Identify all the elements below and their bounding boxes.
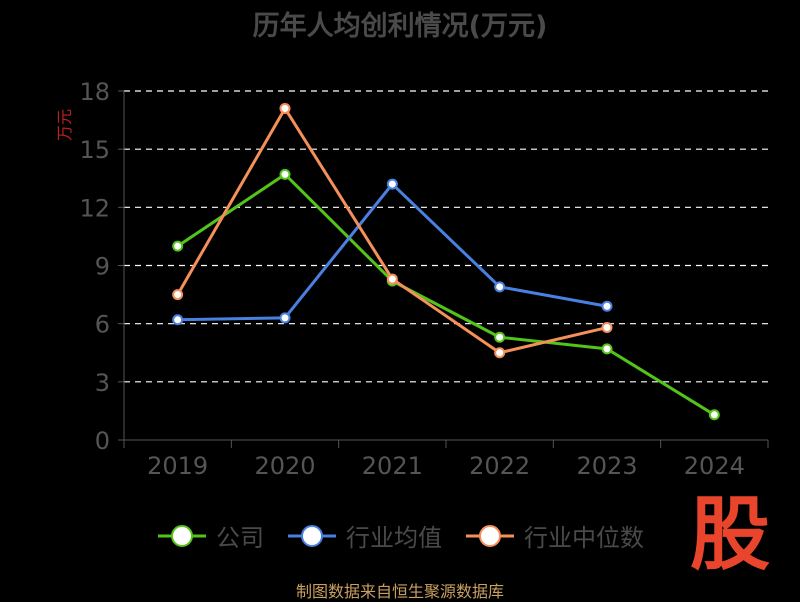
data-point: [494, 281, 506, 293]
y-tick-label: 12: [79, 194, 110, 222]
data-point: [601, 343, 613, 355]
data-point: [279, 102, 291, 114]
chart-title: 历年人均创利情况(万元): [252, 11, 548, 42]
x-tick-label: 2020: [254, 452, 315, 480]
y-tick-label: 15: [79, 136, 110, 164]
legend-marker-icon: [158, 524, 206, 547]
y-tick-label: 3: [95, 369, 110, 397]
legend-label: 公司: [216, 524, 264, 552]
data-point: [601, 322, 613, 334]
series-line-行业中位数: [176, 106, 608, 355]
series-line-公司: [176, 172, 716, 417]
data-point: [708, 409, 720, 421]
data-point: [494, 347, 506, 359]
y-tick-label: 18: [79, 78, 110, 106]
y-tick-label: 0: [95, 427, 110, 455]
brand-logo: 股: [690, 487, 770, 581]
data-point: [386, 273, 398, 285]
y-axis-label: 万元: [55, 109, 74, 141]
y-tick-label: 9: [95, 253, 110, 281]
series-lines: [172, 102, 720, 421]
legend-label: 行业均值: [346, 524, 442, 552]
legend-item[interactable]: 公司: [156, 518, 264, 553]
data-point: [279, 168, 291, 180]
data-point: [494, 331, 506, 343]
legend: 公司 行业均值 行业中位数: [0, 518, 800, 553]
data-point: [601, 300, 613, 312]
x-tick-label: 2019: [147, 452, 208, 480]
legend-dot: [479, 524, 501, 547]
legend-dot: [171, 524, 193, 547]
data-point: [172, 289, 184, 301]
data-point: [279, 312, 291, 324]
legend-item[interactable]: 行业均值: [286, 518, 442, 553]
x-tick-label: 2023: [576, 452, 637, 480]
legend-marker-icon: [466, 524, 514, 547]
data-point: [172, 314, 184, 326]
data-point: [172, 240, 184, 252]
legend-label: 行业中位数: [524, 524, 644, 552]
x-tick-label: 2022: [469, 452, 530, 480]
data-point: [386, 178, 398, 190]
y-tick-label: 6: [95, 311, 110, 339]
legend-marker-icon: [288, 524, 336, 547]
x-tick-label: 2024: [684, 452, 745, 480]
data-source-note: 制图数据来自恒生聚源数据库: [295, 582, 504, 601]
grid-lines: [124, 90, 768, 383]
legend-item[interactable]: 行业中位数: [464, 518, 644, 553]
legend-dot: [301, 524, 323, 547]
x-tick-label: 2021: [362, 452, 423, 480]
axes: 0 3 6 9 12 15 18 2019 2020 2021 2022 2023 2024: [79, 78, 769, 480]
